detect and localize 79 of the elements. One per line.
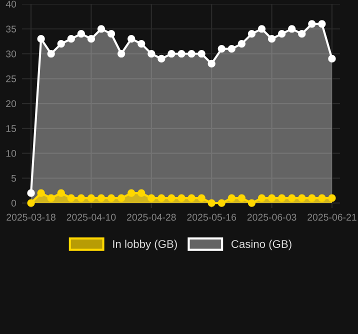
point xyxy=(138,189,146,197)
y-tick-label: 15 xyxy=(6,125,16,132)
point xyxy=(128,35,136,43)
point xyxy=(107,194,116,202)
x-tick-label: 2025-04-10 xyxy=(66,214,116,221)
point xyxy=(238,194,246,202)
point xyxy=(158,194,166,202)
point xyxy=(37,189,45,197)
point xyxy=(57,40,65,48)
point xyxy=(138,40,146,48)
y-tick-label: 40 xyxy=(6,0,16,8)
point xyxy=(148,50,156,58)
point xyxy=(248,199,256,207)
y-tick-label: 0 xyxy=(11,200,16,207)
point xyxy=(87,35,96,43)
point xyxy=(298,194,306,202)
x-tick-label: 2025-06-21 xyxy=(308,214,356,221)
point xyxy=(278,30,286,38)
point xyxy=(118,194,126,202)
point xyxy=(218,44,226,53)
point xyxy=(47,50,55,58)
point xyxy=(268,35,276,43)
point xyxy=(87,194,96,202)
point xyxy=(178,50,186,58)
point xyxy=(298,30,306,38)
point xyxy=(128,189,136,197)
point xyxy=(228,194,236,202)
point xyxy=(268,194,276,202)
point xyxy=(208,199,216,207)
point xyxy=(258,194,266,202)
x-tick-label: 2025-03-18 xyxy=(6,214,56,221)
point xyxy=(77,30,85,38)
point xyxy=(97,25,106,33)
point xyxy=(168,50,176,58)
point xyxy=(278,194,286,202)
point xyxy=(308,20,316,28)
point xyxy=(178,194,186,202)
point xyxy=(27,199,35,207)
point xyxy=(188,50,196,58)
x-tick-label: 2025-05-16 xyxy=(187,214,236,221)
point xyxy=(27,189,35,197)
point xyxy=(198,194,206,202)
point xyxy=(318,194,326,202)
y-tick-label: 25 xyxy=(6,75,16,82)
point xyxy=(258,25,266,33)
y-tick-label: 5 xyxy=(11,174,16,182)
point xyxy=(228,44,236,53)
y-tick-label: 30 xyxy=(6,50,16,58)
point xyxy=(158,54,166,63)
point xyxy=(107,30,116,38)
point xyxy=(77,194,85,202)
x-tick-label: 2025-06-03 xyxy=(247,214,296,221)
point xyxy=(97,194,106,202)
point xyxy=(168,194,176,202)
point xyxy=(208,60,216,68)
point xyxy=(288,194,296,202)
x-tick-label: 2025-04-28 xyxy=(127,214,176,221)
point xyxy=(148,194,156,202)
point xyxy=(188,194,196,202)
point xyxy=(248,30,256,38)
point xyxy=(238,40,246,48)
point xyxy=(67,35,75,43)
point xyxy=(328,54,336,63)
point xyxy=(308,194,316,202)
point xyxy=(318,20,326,28)
y-tick-label: 20 xyxy=(6,100,16,108)
point xyxy=(198,50,206,58)
point xyxy=(118,50,126,58)
point xyxy=(57,189,65,197)
point xyxy=(67,194,75,202)
point xyxy=(328,194,336,202)
point xyxy=(218,199,226,207)
y-tick-label: 35 xyxy=(6,26,16,32)
y-tick-label: 10 xyxy=(6,150,16,157)
point xyxy=(288,25,296,33)
legend-label: In lobby (GB) xyxy=(113,240,177,250)
point xyxy=(37,35,45,43)
legend-label: Casino (GB) xyxy=(232,240,292,250)
point xyxy=(47,194,55,202)
